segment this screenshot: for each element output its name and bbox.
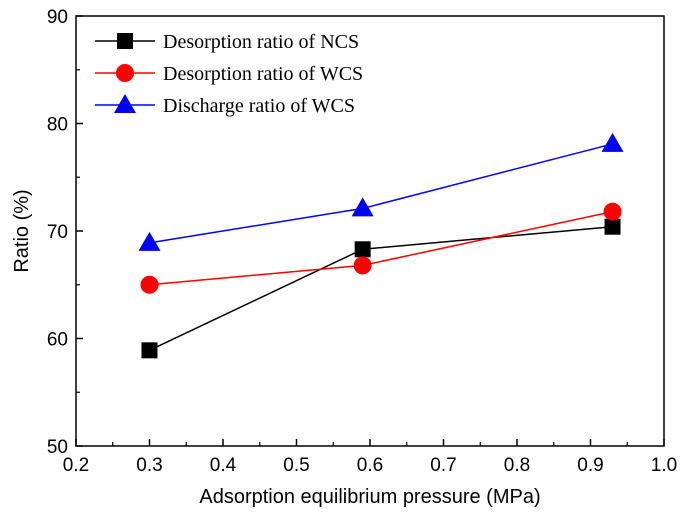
- x-tick-label: 0.2: [63, 455, 89, 476]
- y-tick-label: 90: [47, 7, 68, 28]
- x-tick-label: 0.7: [430, 455, 456, 476]
- y-tick-label: 60: [47, 330, 68, 351]
- x-axis-title: Adsorption equilibrium pressure (MPa): [199, 486, 540, 508]
- data-point: [140, 275, 159, 294]
- y-axis-ticks: 50 60 70 80 90: [47, 7, 83, 458]
- legend-marker: [117, 33, 133, 49]
- x-tick-label: 0.3: [136, 455, 162, 476]
- series-square: [141, 218, 621, 359]
- y-tick-label: 80: [47, 115, 68, 136]
- series-line: [149, 143, 613, 244]
- data-point: [354, 241, 371, 258]
- legend-entry: Discharge ratio of WCS: [95, 94, 355, 117]
- legend-entry: Desorption ratio of NCS: [95, 31, 359, 53]
- series-line: [149, 225, 613, 352]
- x-axis-ticks: 0.2 0.3 0.4 0.5 0.6 0.7 0.8 0.9 1.0: [63, 439, 677, 476]
- legend-label: Desorption ratio of WCS: [163, 63, 363, 85]
- x-tick-label: 0.5: [283, 455, 309, 476]
- legend-label: Desorption ratio of NCS: [163, 31, 359, 53]
- data-point: [351, 197, 374, 217]
- y-tick-label: 70: [47, 222, 68, 243]
- data-point: [604, 218, 621, 235]
- x-tick-label: 1.0: [651, 455, 677, 476]
- legend-marker: [116, 64, 134, 82]
- x-tick-label: 0.4: [210, 455, 237, 476]
- series-layer: [138, 132, 624, 359]
- x-tick-label: 0.8: [504, 455, 530, 476]
- data-point: [601, 132, 624, 152]
- data-point: [603, 202, 622, 221]
- data-point: [138, 231, 161, 251]
- legend-marker: [114, 94, 136, 113]
- y-tick-label: 50: [47, 437, 68, 458]
- data-point: [141, 342, 158, 359]
- series-triangle: [138, 132, 624, 251]
- legend-entry: Desorption ratio of WCS: [95, 63, 363, 85]
- y-axis-title: Ratio (%): [11, 189, 33, 272]
- series-circle: [140, 202, 622, 294]
- legend: Desorption ratio of NCS Desorption ratio …: [95, 31, 363, 117]
- legend-label: Discharge ratio of WCS: [163, 95, 355, 117]
- data-point: [353, 256, 372, 275]
- x-tick-label: 0.9: [577, 455, 603, 476]
- x-tick-label: 0.6: [357, 455, 383, 476]
